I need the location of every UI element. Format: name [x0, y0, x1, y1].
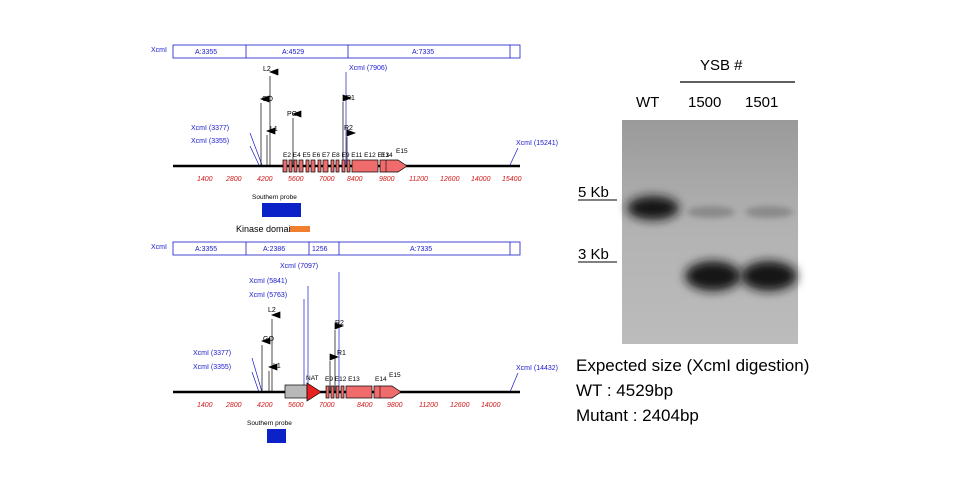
- expected-size-mutant: Mutant : 2404bp: [576, 406, 699, 425]
- mut-site-xcmi-3377: XcmI (3377): [193, 350, 231, 357]
- wt-primer-r2: R2: [344, 125, 353, 132]
- wt-fragment-1: A:3355: [195, 49, 217, 56]
- wt-exons: [282, 159, 408, 173]
- lane-label-1500: 1500: [688, 94, 721, 111]
- band-wt-5kb: [627, 196, 679, 220]
- wt-site-xcmi-7906: XcmI (7906): [349, 65, 387, 72]
- wt-primer-go: GO: [262, 96, 273, 103]
- lane-label-1501: 1501: [745, 94, 778, 111]
- mut-site-xcmi-5763: XcmI (5763): [249, 292, 287, 299]
- mut-exon-e14: E14: [375, 376, 387, 383]
- svg-text:14000: 14000: [471, 176, 491, 183]
- wt-exon-e15: E15: [396, 148, 408, 155]
- mut-primer-go: GO: [263, 336, 274, 343]
- wt-exon-labels: E2 E4 E5 E6 E7 E8 E9 E11 E12 E13: [283, 152, 390, 159]
- svg-text:9800: 9800: [379, 176, 395, 183]
- svg-text:1400: 1400: [197, 402, 213, 409]
- wt-primer-l1: L1: [270, 126, 278, 133]
- wt-primer-l2: L2: [263, 66, 271, 73]
- svg-text:5600: 5600: [288, 402, 304, 409]
- mut-scale: 1400 2800 4200 5600 7000 8400 9800 11200…: [197, 402, 501, 409]
- mut-fragment-3: 1256: [312, 246, 328, 253]
- mut-site-xcmi-14432: XcmI (14432): [516, 365, 558, 372]
- marker-3kb: 3 Kb: [578, 246, 609, 263]
- mut-fragment-4: A:7335: [410, 246, 432, 253]
- wt-scale: 1400 2800 4200 5600 7000 8400 9800 11200…: [197, 176, 522, 183]
- wt-bar-label: XcmI: [151, 47, 167, 54]
- blot-group-label: YSB #: [700, 57, 743, 74]
- svg-text:9800: 9800: [387, 402, 403, 409]
- mut-primer-l1: L1: [273, 363, 281, 370]
- wt-exon-e14: E14: [381, 152, 393, 159]
- kinase-domain-swatch: [290, 226, 310, 232]
- mut-fragment-1: A:3355: [195, 246, 217, 253]
- mut-gray-cassette: [284, 384, 308, 399]
- mut-exons: [325, 385, 402, 399]
- svg-text:2800: 2800: [225, 402, 242, 409]
- svg-text:2800: 2800: [225, 176, 242, 183]
- svg-text:7000: 7000: [319, 176, 335, 183]
- svg-text:11200: 11200: [419, 402, 438, 409]
- svg-text:15400: 15400: [502, 176, 522, 183]
- mut-site-xcmi-7097: XcmI (7097): [280, 263, 318, 270]
- mut-nat-label: NAT: [306, 375, 319, 382]
- wt-southern-probe-label: Southern probe: [252, 194, 297, 201]
- expected-size-wt: WT : 4529bp: [576, 381, 673, 400]
- wt-primers: [260, 68, 356, 165]
- band-1500-3kb: [685, 261, 741, 291]
- wt-site-xcmi-3377: XcmI (3377): [191, 125, 229, 132]
- mut-primer-r2: R2: [335, 320, 344, 327]
- mut-exon-labels: E9 E12 E13: [325, 376, 360, 383]
- svg-text:14000: 14000: [481, 402, 501, 409]
- mut-nat-marker: [306, 382, 322, 402]
- svg-text:11200: 11200: [409, 176, 428, 183]
- band-1500-faint: [687, 206, 735, 218]
- mut-bar-label: XcmI: [151, 244, 167, 251]
- svg-text:4200: 4200: [257, 176, 273, 183]
- expected-size-title: Expected size (XcmI digestion): [576, 356, 809, 375]
- mut-primer-r1: R1: [337, 350, 346, 357]
- wt-primer-r1: R1: [346, 95, 355, 102]
- wt-fragment-3: A:7335: [412, 49, 434, 56]
- mut-southern-probe-label: Southern probe: [247, 420, 292, 427]
- kinase-domain-label: Kinase domain: [236, 224, 296, 234]
- mutant-map: XcmI A:3355 A:2386 1256 A:7335 XcmI (709…: [151, 241, 558, 443]
- mut-site-xcmi-5841: XcmI (5841): [249, 278, 287, 285]
- svg-text:5600: 5600: [288, 176, 304, 183]
- southern-blot-panel: YSB # WT 1500 1501 5 Kb 3 Kb Expected si…: [576, 57, 809, 425]
- wt-site-xcmi-3355: XcmI (3355): [191, 138, 229, 145]
- wt-primer-po: PO: [287, 111, 298, 118]
- mut-primer-l2: L2: [268, 307, 276, 314]
- marker-5kb: 5 Kb: [578, 184, 609, 201]
- svg-text:8400: 8400: [357, 402, 373, 409]
- wt-southern-probe: [262, 203, 301, 217]
- wt-map: XcmI A:3355 A:4529 A:7335 XcmI (7906) Xc…: [151, 44, 558, 217]
- wt-fragment-bar: [172, 44, 521, 59]
- svg-text:12600: 12600: [450, 402, 470, 409]
- svg-text:7000: 7000: [319, 402, 335, 409]
- mut-exon-e15: E15: [389, 372, 401, 379]
- mut-primers: [261, 311, 344, 392]
- mut-fragment-bar: [172, 241, 521, 256]
- mut-southern-probe: [267, 429, 286, 443]
- band-1501-3kb: [741, 261, 797, 291]
- mut-site-xcmi-3355: XcmI (3355): [193, 364, 231, 371]
- svg-text:1400: 1400: [197, 176, 213, 183]
- wt-fragment-2: A:4529: [282, 49, 304, 56]
- svg-text:8400: 8400: [347, 176, 363, 183]
- mut-fragment-2: A:2386: [263, 246, 285, 253]
- blot-membrane: [622, 120, 798, 344]
- lane-label-wt: WT: [636, 94, 659, 111]
- band-1501-faint: [745, 206, 793, 218]
- svg-text:12600: 12600: [440, 176, 460, 183]
- svg-text:4200: 4200: [257, 402, 273, 409]
- wt-site-xcmi-15241: XcmI (15241): [516, 140, 558, 147]
